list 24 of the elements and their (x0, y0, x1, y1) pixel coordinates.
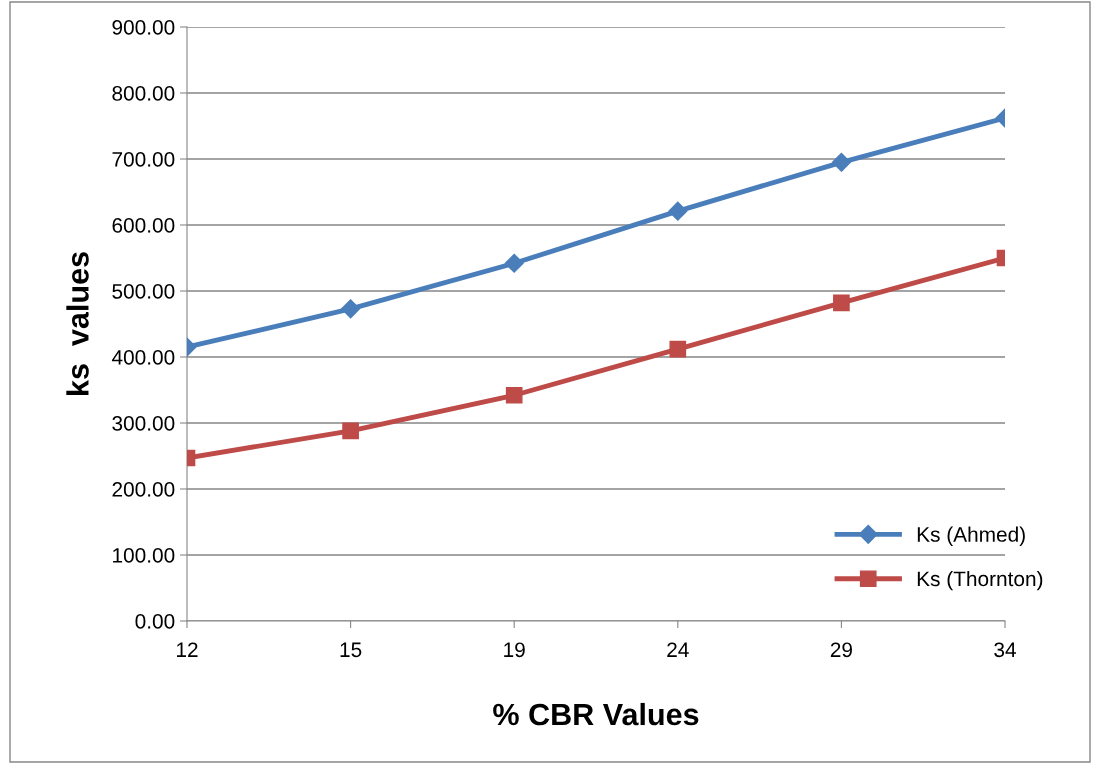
y-tick-label: 300.00 (112, 416, 175, 431)
y-tick-label: 800.00 (112, 86, 175, 101)
x-tick-label: 24 (667, 642, 689, 657)
legend-label: Ks (Ahmed) (917, 526, 1025, 546)
x-tick-label: 12 (177, 642, 198, 657)
x-axis-title: % CBR Values (493, 702, 699, 726)
y-tick-label: 200.00 (112, 482, 175, 497)
point (505, 386, 523, 404)
point (504, 253, 524, 273)
x-tick-label: 15 (340, 642, 362, 658)
legend-label: Ks (Thornton) (917, 570, 1043, 591)
x-tick-label: 29 (830, 642, 852, 658)
y-tick-label: 400.00 (111, 350, 175, 365)
y-tick-label: 900.00 (112, 20, 175, 35)
x-tick-label: 34 (994, 642, 1016, 658)
y-tick-label: 0.00 (135, 614, 175, 629)
y-tick-label: 700.00 (112, 152, 175, 167)
point (668, 201, 688, 221)
point (669, 340, 687, 358)
y-axis-title: ks values (66, 252, 89, 395)
y-tick-label: 600.00 (112, 218, 175, 233)
x-tick-label: 19 (504, 642, 525, 658)
y-tick-label: 500.00 (112, 284, 175, 299)
y-tick-label: 100.00 (113, 548, 175, 563)
